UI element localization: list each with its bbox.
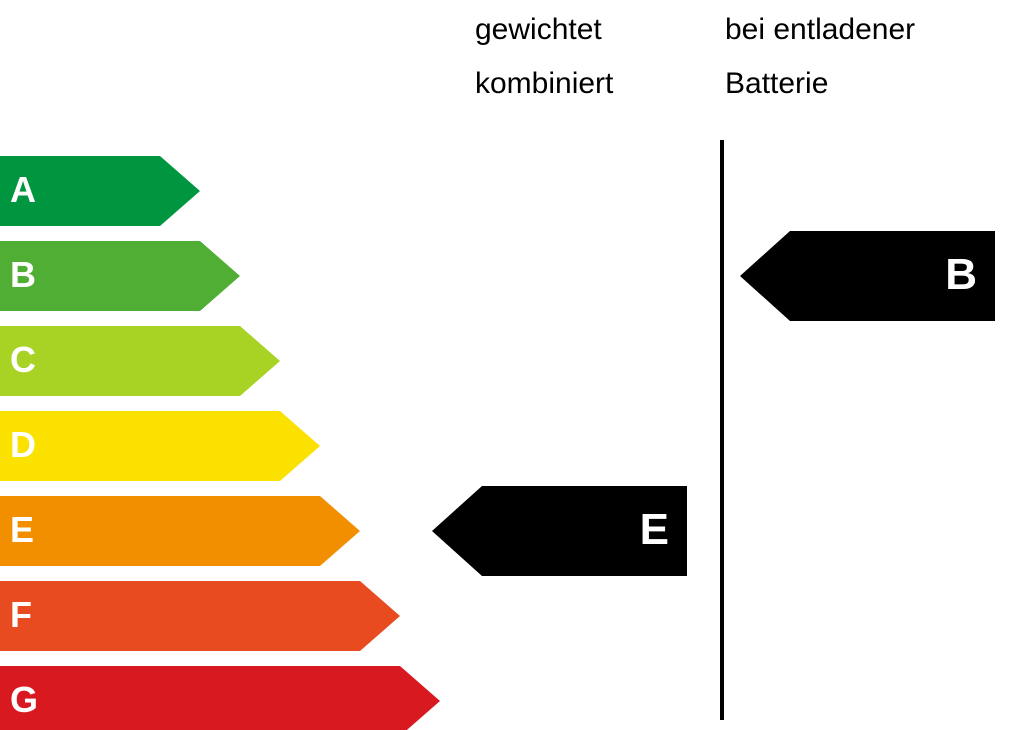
scale-bar-letter: B — [10, 254, 36, 296]
rating-pointer-discharged: B — [740, 231, 995, 321]
column-header-weighted-line1: gewichtet — [475, 10, 602, 51]
scale-bar-b: B — [0, 241, 240, 311]
column-header-discharged-line1: bei entladener — [725, 10, 915, 51]
scale-bar-letter: F — [10, 594, 32, 636]
scale-bar-f: F — [0, 581, 400, 651]
scale-bar-a: A — [0, 156, 200, 226]
scale-bar-shape-icon — [0, 581, 400, 651]
energy-label-diagram: gewichtet kombiniert bei entladener Batt… — [0, 0, 1024, 730]
scale-bar-shape-icon — [0, 496, 360, 566]
scale-bar-shape-icon — [0, 411, 320, 481]
rating-pointer-weighted: E — [432, 486, 687, 576]
scale-bar-shape-icon — [0, 241, 240, 311]
scale-bar-letter: C — [10, 339, 36, 381]
scale-bar-d: D — [0, 411, 320, 481]
column-header-discharged-line2: Batterie — [725, 64, 828, 105]
scale-bar-c: C — [0, 326, 280, 396]
column-divider — [720, 140, 724, 720]
rating-pointer-discharged-letter: B — [945, 250, 977, 300]
scale-bar-letter: E — [10, 509, 34, 551]
scale-bar-shape-icon — [0, 666, 440, 730]
scale-bar-shape-icon — [0, 326, 280, 396]
scale-bar-letter: D — [10, 424, 36, 466]
scale-bar-e: E — [0, 496, 360, 566]
column-header-weighted-line2: kombiniert — [475, 64, 613, 105]
scale-bar-letter: A — [10, 169, 36, 211]
scale-bar-letter: G — [10, 679, 38, 721]
scale-bar-g: G — [0, 666, 440, 730]
rating-pointer-weighted-letter: E — [640, 505, 669, 555]
